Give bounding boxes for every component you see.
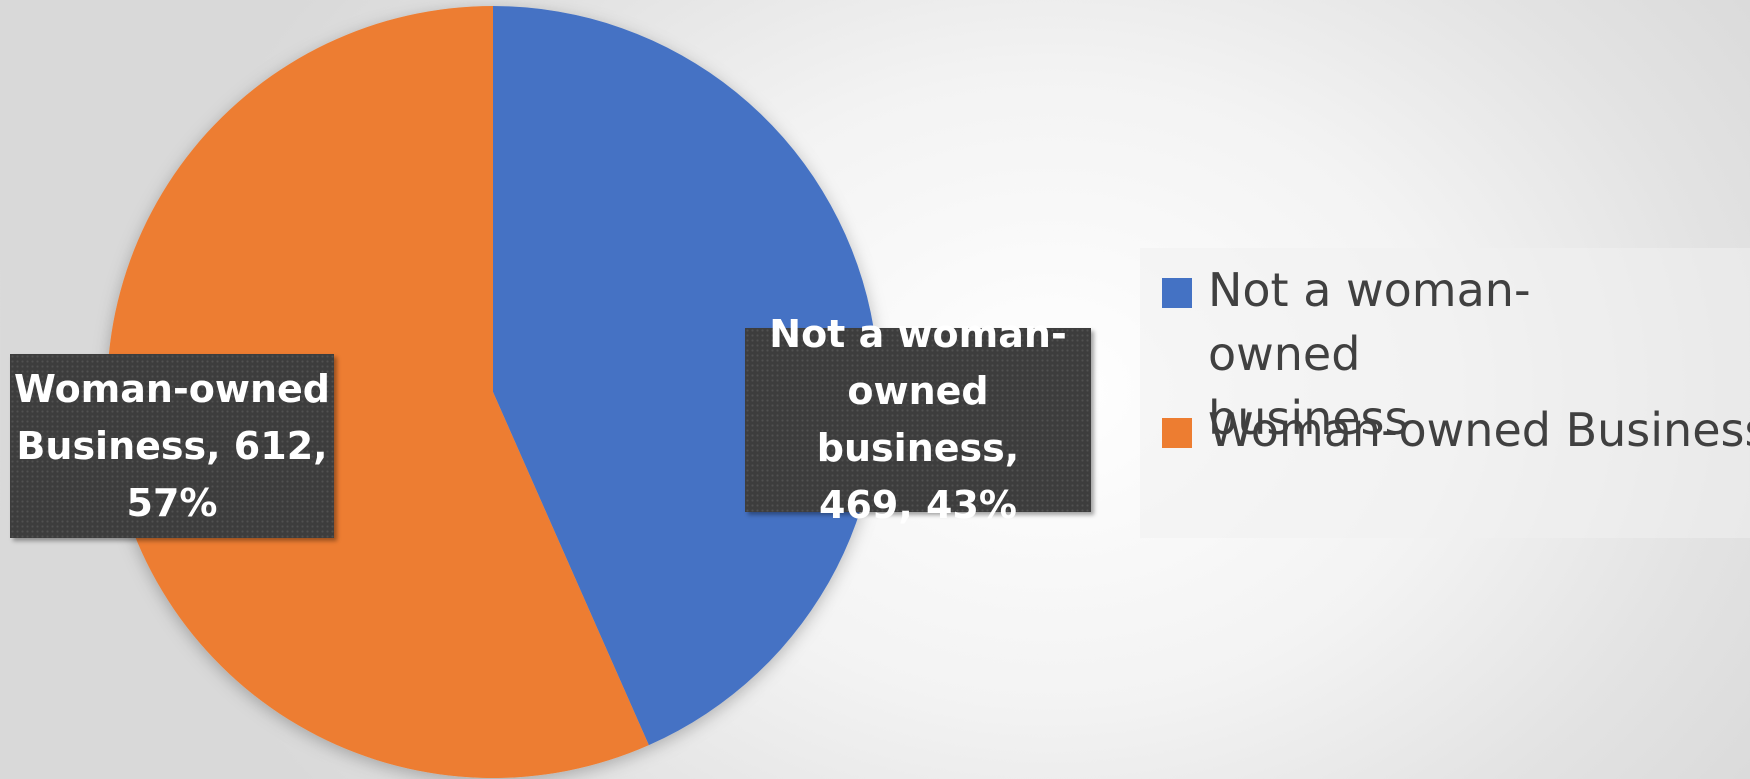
pie-slice-woman-owned [106, 6, 649, 779]
legend-entry-not-woman-owned: Not a woman-owned business [1162, 258, 1682, 450]
legend-entry-woman-owned: Woman-owned Business [1162, 398, 1750, 462]
data-label-woman-owned: Woman-owned Business, 612, 57% [10, 354, 334, 538]
legend-swatch-woman-owned [1162, 418, 1192, 448]
data-label-not-woman-owned: Not a woman- owned business, 469, 43% [745, 312, 1091, 527]
legend-swatch-not-woman-owned [1162, 278, 1192, 308]
pie-slice-not-woman-owned [493, 6, 879, 746]
legend-label-not-woman-owned: Not a woman-owned business [1208, 263, 1531, 445]
chart-legend: Not a woman-owned business Woman-owned B… [1140, 248, 1750, 538]
legend-label-woman-owned: Woman-owned Business [1208, 403, 1750, 457]
